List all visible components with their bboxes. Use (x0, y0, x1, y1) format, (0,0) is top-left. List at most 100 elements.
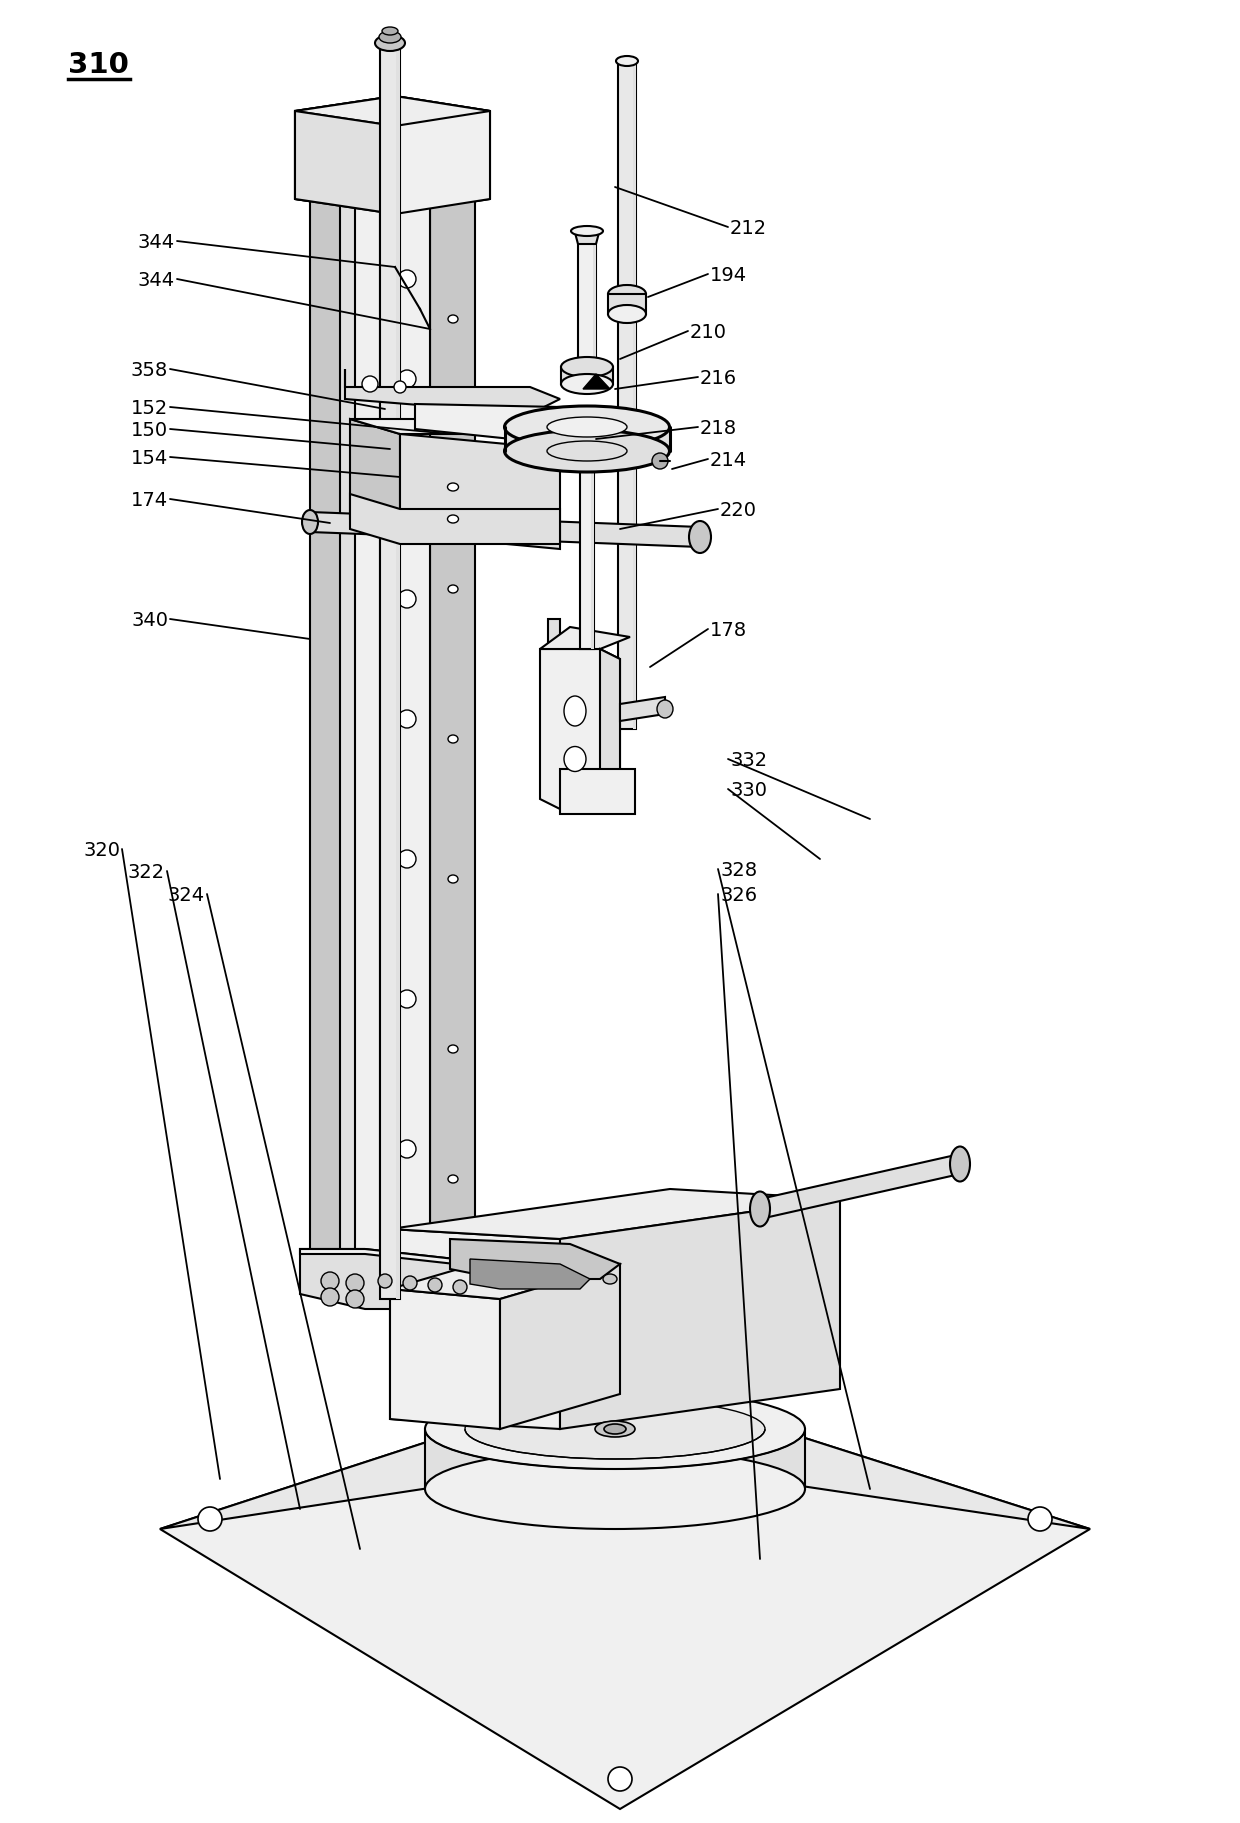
Polygon shape (340, 126, 379, 1289)
Polygon shape (379, 42, 401, 1300)
Ellipse shape (603, 1274, 618, 1283)
Polygon shape (574, 230, 600, 244)
Polygon shape (295, 97, 490, 128)
Polygon shape (391, 1289, 500, 1429)
Circle shape (398, 711, 415, 729)
Ellipse shape (303, 510, 317, 534)
Circle shape (321, 1272, 339, 1291)
Polygon shape (160, 1380, 1090, 1808)
Polygon shape (295, 97, 490, 215)
Text: 218: 218 (701, 417, 737, 438)
Text: 220: 220 (720, 500, 756, 520)
Circle shape (1028, 1508, 1052, 1531)
Polygon shape (580, 452, 594, 649)
Text: 332: 332 (730, 749, 768, 769)
Circle shape (346, 1291, 365, 1309)
Circle shape (198, 1508, 222, 1531)
Polygon shape (632, 60, 636, 729)
Ellipse shape (448, 736, 458, 744)
Polygon shape (295, 111, 396, 215)
Polygon shape (760, 1154, 960, 1220)
Polygon shape (548, 620, 560, 760)
Polygon shape (560, 769, 635, 815)
Polygon shape (300, 1249, 500, 1269)
Polygon shape (391, 1229, 560, 1429)
Circle shape (398, 1240, 415, 1258)
Polygon shape (384, 115, 430, 1300)
Ellipse shape (608, 286, 646, 304)
Circle shape (321, 1289, 339, 1307)
Text: 154: 154 (130, 448, 167, 467)
Ellipse shape (547, 441, 627, 461)
Text: 214: 214 (711, 450, 748, 469)
Polygon shape (300, 1249, 500, 1309)
Text: 328: 328 (720, 860, 758, 879)
Ellipse shape (604, 1424, 626, 1435)
Circle shape (613, 1451, 627, 1468)
Text: 212: 212 (730, 219, 768, 237)
Polygon shape (505, 428, 670, 452)
Ellipse shape (505, 407, 670, 448)
Polygon shape (391, 1254, 620, 1300)
Polygon shape (350, 494, 560, 545)
Circle shape (398, 591, 415, 609)
Circle shape (378, 1274, 392, 1289)
Polygon shape (355, 126, 379, 1289)
Polygon shape (310, 115, 355, 1300)
Text: 210: 210 (689, 323, 727, 341)
Polygon shape (618, 60, 636, 729)
Circle shape (398, 272, 415, 288)
Ellipse shape (448, 875, 458, 884)
Polygon shape (350, 419, 560, 434)
Polygon shape (593, 241, 596, 359)
Circle shape (398, 370, 415, 388)
Circle shape (453, 1280, 467, 1294)
Ellipse shape (560, 376, 613, 396)
Polygon shape (310, 512, 701, 547)
Circle shape (608, 1766, 632, 1790)
Ellipse shape (547, 417, 627, 438)
Ellipse shape (425, 1449, 805, 1529)
Ellipse shape (448, 315, 458, 324)
Text: 178: 178 (711, 620, 748, 640)
Text: 344: 344 (138, 232, 175, 252)
Text: 320: 320 (83, 840, 120, 859)
Polygon shape (608, 295, 646, 315)
Polygon shape (430, 135, 475, 1320)
Polygon shape (539, 649, 620, 809)
Circle shape (398, 851, 415, 868)
Ellipse shape (448, 447, 458, 454)
Ellipse shape (616, 57, 639, 67)
Polygon shape (560, 1200, 839, 1429)
Ellipse shape (689, 521, 711, 554)
Polygon shape (560, 368, 613, 385)
Ellipse shape (505, 430, 670, 472)
Text: 326: 326 (720, 884, 758, 904)
Polygon shape (500, 1265, 620, 1429)
Polygon shape (310, 115, 430, 135)
Circle shape (398, 1141, 415, 1158)
Ellipse shape (750, 1192, 770, 1227)
Circle shape (398, 470, 415, 489)
Polygon shape (415, 405, 570, 445)
Ellipse shape (374, 36, 405, 53)
Ellipse shape (448, 483, 459, 492)
Ellipse shape (448, 516, 459, 523)
Text: 216: 216 (701, 368, 737, 386)
Text: 150: 150 (131, 421, 167, 439)
Circle shape (398, 990, 415, 1008)
Ellipse shape (564, 696, 587, 727)
Text: 310: 310 (68, 51, 129, 78)
Ellipse shape (379, 33, 401, 44)
Circle shape (428, 1278, 441, 1293)
Polygon shape (401, 434, 560, 551)
Text: 194: 194 (711, 266, 748, 284)
Polygon shape (450, 1240, 620, 1280)
Text: 324: 324 (167, 884, 205, 904)
Polygon shape (591, 452, 594, 649)
Ellipse shape (608, 306, 646, 324)
Polygon shape (396, 42, 401, 1300)
Ellipse shape (595, 1422, 635, 1437)
Circle shape (346, 1274, 365, 1293)
Text: 340: 340 (131, 611, 167, 629)
